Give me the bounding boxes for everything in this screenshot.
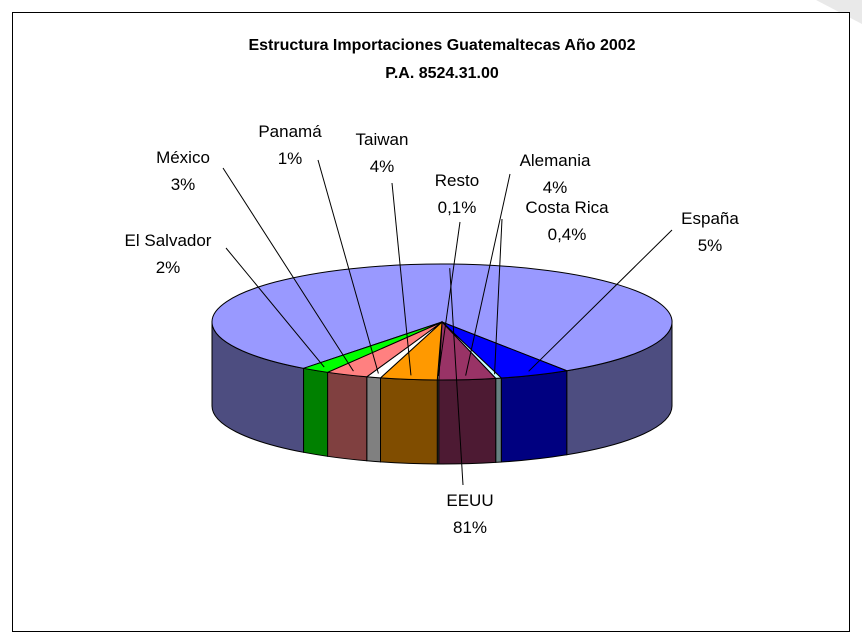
slice-name-label: El Salvador [125, 231, 212, 250]
pie-chart: Estructura Importaciones Guatemaltecas A… [125, 37, 740, 537]
leader-line-8 [225, 247, 325, 368]
pie-side-6 [366, 376, 382, 463]
slice-name-label: Resto [435, 171, 479, 190]
slice-name-label: Costa Rica [525, 198, 609, 217]
pie-side-8 [303, 367, 329, 457]
slice-name-label: México [156, 148, 210, 167]
slice-name-label: Taiwan [356, 130, 409, 149]
slice-value-label: 4% [370, 157, 395, 176]
slice-name-label: Alemania [520, 151, 591, 170]
slice-value-label: 81% [453, 518, 487, 537]
slice-value-label: 0,4% [548, 225, 587, 244]
chart-title: Estructura Importaciones Guatemaltecas A… [248, 37, 635, 54]
pie-layer [211, 263, 673, 465]
label-layer: EEUU 81% España 5% Costa Rica 0,4% Alemania 4% R… [125, 122, 740, 537]
leader-line-6 [317, 159, 379, 374]
leader-line-5 [391, 182, 412, 376]
slice-value-label: 4% [543, 178, 568, 197]
pie-side-7 [327, 371, 368, 462]
slice-value-label: 2% [156, 258, 181, 277]
pie-side-3 [438, 377, 497, 465]
leader-line-7 [222, 167, 354, 372]
pie-side-2 [495, 377, 502, 463]
leader-line-2 [494, 218, 503, 375]
slice-value-label: 1% [278, 149, 303, 168]
slice-value-label: 5% [698, 236, 723, 255]
slice-value-label: 3% [171, 175, 196, 194]
slice-name-label: Panamá [258, 122, 322, 141]
leader-line-4 [437, 221, 461, 377]
chart-subtitle: P.A. 8524.31.00 [385, 65, 499, 82]
slice-name-label: España [681, 209, 739, 228]
pie-side-1 [500, 370, 568, 463]
leader-line-0 [449, 268, 464, 486]
slice-value-label: 0,1% [438, 198, 477, 217]
slice-name-label: EEUU [446, 491, 493, 510]
pie-side-5 [380, 377, 438, 465]
leader-line-1 [528, 229, 673, 372]
leader-line-3 [465, 173, 511, 376]
